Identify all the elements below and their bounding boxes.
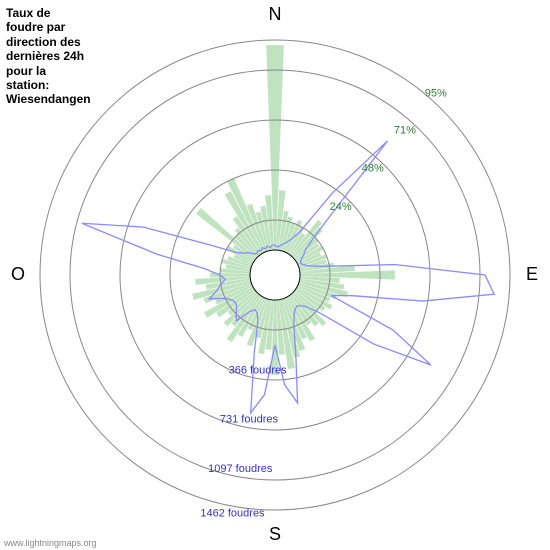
- polar-chart: N S E O 24% 48% 71% 95% 366 foudres 731 foudres 10…: [0, 0, 550, 550]
- pct-ring-label: 24%: [330, 201, 352, 213]
- pct-ring-label: 71%: [394, 124, 416, 136]
- foudre-ring-label: 1097 foudres: [208, 463, 273, 475]
- cardinal-label: N: [269, 4, 282, 24]
- cardinal-label: O: [11, 264, 25, 284]
- cardinal-label: S: [269, 524, 281, 544]
- pct-ring-label: 95%: [425, 88, 447, 100]
- cardinal-label: E: [526, 264, 538, 284]
- foudre-ring-label: 731 foudres: [220, 414, 279, 426]
- foudre-ring-label: 366 foudres: [229, 364, 288, 376]
- center-hole: [250, 250, 300, 300]
- foudre-ring-label: 1462 foudres: [200, 507, 265, 519]
- pct-ring-label: 48%: [362, 163, 384, 175]
